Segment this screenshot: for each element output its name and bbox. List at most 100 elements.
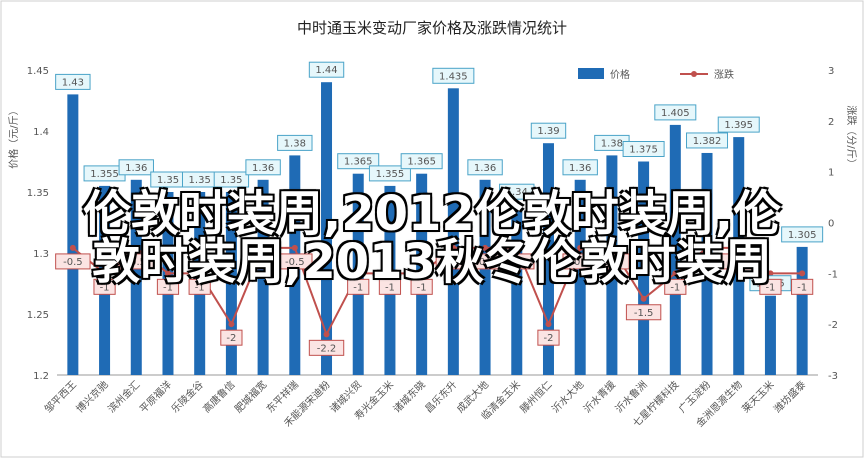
x-tick-label: 高唐鲁信 (200, 378, 237, 415)
line-value-label-box (118, 253, 154, 270)
bar (130, 179, 142, 375)
bar-value-label-box (277, 134, 313, 151)
line-value-label: -2.2 (317, 343, 337, 354)
bar (542, 143, 554, 375)
bar-value-label: 1.382 (693, 136, 722, 147)
line-value-label-box (347, 278, 370, 295)
line-value-label-box (220, 329, 243, 346)
line-point (196, 270, 203, 277)
line-value-label: -0.5 (602, 257, 622, 268)
line-value-label-box (378, 278, 402, 295)
legend-line-marker (691, 71, 697, 77)
line-value-label: -1 (100, 282, 110, 293)
line-value-label: -1 (195, 282, 205, 293)
line-point (228, 321, 235, 328)
y2-tick-label: 3 (828, 66, 834, 77)
line-point (513, 244, 520, 251)
line-value-label: -1 (385, 282, 395, 293)
bar-value-label-box (308, 61, 345, 78)
line-value-label: -1 (765, 282, 775, 293)
x-tick-label: 昌乐东升 (422, 378, 459, 415)
line-value-label-box (410, 278, 433, 295)
line-value-label: -1 (417, 282, 427, 293)
line-value-label-box (156, 278, 180, 295)
line-value-label-box (93, 278, 116, 295)
bar-value-label-box (717, 116, 760, 133)
line-point (133, 244, 140, 251)
line-value-label: -0.5 (475, 257, 495, 268)
legend-bar-label: 价格 (610, 68, 630, 81)
bar-value-label: 1.36 (125, 163, 147, 174)
legend-bar-swatch (578, 68, 604, 79)
bar-value-label: 1.395 (724, 120, 753, 131)
bar-value-label-box (686, 132, 729, 149)
line-value-label: -2 (543, 333, 553, 344)
line-point (545, 321, 552, 328)
bar-value-label-box (213, 171, 250, 188)
bar (447, 88, 459, 376)
line-point (355, 270, 362, 277)
line-point (323, 331, 330, 338)
line-value-label-box (791, 278, 814, 295)
line-value-label: -1.5 (634, 308, 654, 319)
x-tick-label: 平原福洋 (137, 378, 174, 415)
line-point (164, 270, 171, 277)
bar-value-label: 1.355 (90, 169, 119, 180)
bar (796, 246, 808, 375)
line-value-label: -1 (797, 282, 807, 293)
x-tick-label: 博兴京驰 (73, 378, 110, 415)
line-point (577, 244, 584, 251)
line-point (735, 244, 742, 251)
line-value-label-box (308, 339, 345, 356)
line-value-label-box (277, 253, 313, 270)
line-value-label-box (55, 253, 91, 270)
bar (669, 124, 681, 376)
line-value-label: -2 (226, 333, 236, 344)
line-value-label-box (759, 278, 782, 295)
line-point (386, 270, 393, 277)
legend-line-label: 涨跌 (714, 68, 734, 81)
bar (574, 179, 586, 375)
x-tick-label: 肥城福宽 (232, 378, 269, 415)
y-axis-label: 价格（元/斤） (7, 105, 20, 168)
line-point (260, 244, 267, 251)
y2-tick-label: -2 (828, 320, 838, 331)
bar-value-label: 1.44 (315, 65, 337, 76)
bar-value-label: 1.365 (344, 157, 373, 168)
bar-value-label: 1.405 (661, 108, 690, 119)
bar (257, 179, 269, 375)
bar-value-label-box (467, 159, 503, 176)
bar-value-label-box (118, 159, 154, 176)
x-tick-label: 邹平西王 (41, 378, 78, 415)
bar-value-label: 1.305 (788, 230, 817, 241)
line-point (767, 270, 774, 277)
bar-value-label: 1.35 (189, 175, 211, 186)
y2-tick-label: 2 (828, 117, 834, 128)
line-point (482, 244, 489, 251)
x-tick-label: 沂水大地 (549, 378, 586, 415)
line-value-label: -0.5 (697, 257, 717, 268)
bar-value-label: 1.38 (284, 138, 306, 149)
bar (479, 179, 491, 375)
line-value-label: -0.5 (729, 257, 749, 268)
bar (764, 295, 776, 375)
line-point (608, 244, 615, 251)
line-point (291, 244, 298, 251)
x-tick-label: 沂水青援 (581, 378, 618, 415)
line-value-label: -1 (353, 282, 363, 293)
y2-tick-label: 1 (828, 168, 834, 179)
line-value-label: -1 (670, 282, 680, 293)
bar (225, 192, 237, 375)
line-value-label-box (499, 253, 535, 270)
line-point (418, 270, 425, 277)
x-tick-label: 乐陵金谷 (168, 378, 205, 415)
bar-value-label-box (55, 73, 91, 90)
bar-value-label-box (245, 159, 281, 176)
bar-value-label-box (368, 165, 411, 182)
line-point (704, 244, 711, 251)
bar-value-label: 1.36 (252, 163, 274, 174)
y-tick-label: 1.25 (27, 310, 49, 321)
line-value-label-box (625, 304, 662, 321)
